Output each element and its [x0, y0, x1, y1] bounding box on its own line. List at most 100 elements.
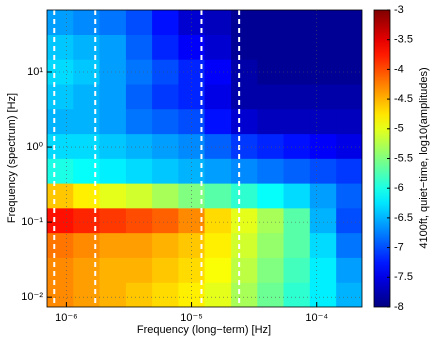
colorbar-tick-label: -4.5: [394, 93, 413, 105]
y-tick-label: 10⁰: [26, 141, 43, 153]
heatmap-cell: [309, 108, 337, 135]
heatmap-cell: [99, 108, 127, 135]
heatmap-cell: [125, 232, 153, 258]
x-tick-label: 10⁻⁵: [180, 312, 203, 324]
heatmap-cell: [283, 10, 311, 35]
heatmap-cell: [231, 34, 258, 60]
heatmap-cell: [47, 183, 74, 209]
heatmap-cell: [204, 257, 232, 283]
y-tick-label: 10¹: [27, 66, 43, 78]
heatmap-cell: [309, 232, 337, 258]
heatmap-cell: [47, 282, 74, 307]
heatmap-cell: [257, 257, 285, 283]
plot-frame: [46, 9, 363, 308]
heatmap-cell: [309, 158, 337, 184]
heatmap-cell: [283, 84, 311, 110]
heatmap-cell: [257, 158, 285, 184]
heatmap-cell: [336, 183, 362, 209]
heatmap-cell: [73, 282, 101, 307]
heatmap-cell: [283, 183, 311, 209]
heatmap-cell: [47, 108, 74, 135]
heatmap-cell: [257, 84, 285, 110]
heatmap-cell: [152, 59, 179, 85]
heatmap-cell: [99, 133, 127, 159]
heatmap-cell: [125, 108, 153, 135]
heatmap-cell: [99, 59, 127, 85]
heatmap-cell: [283, 108, 311, 135]
heatmap-cell: [73, 59, 101, 85]
colorbar-tick-label: -6.5: [394, 212, 413, 224]
heatmap-cell: [309, 183, 337, 209]
heatmap-cell: [257, 10, 285, 35]
colorbar-tick-label: -8: [394, 301, 404, 313]
heatmap-cell: [204, 282, 232, 307]
heatmap-cell: [125, 10, 153, 35]
heatmap-cell: [309, 10, 337, 35]
x-tick-label: 10⁻⁶: [55, 312, 78, 324]
heatmap-cell: [204, 207, 232, 234]
heatmap-cell: [309, 282, 337, 307]
heatmap-cell: [152, 183, 179, 209]
heatmap-cell: [152, 133, 179, 159]
heatmap-cell: [257, 133, 285, 159]
heatmap-cell: [309, 84, 337, 110]
heatmap-cell: [152, 257, 179, 283]
heatmap-cell: [283, 257, 311, 283]
heatmap-cell: [47, 257, 74, 283]
heatmap-cell: [125, 282, 153, 307]
heatmap-cell: [257, 183, 285, 209]
heatmap-cell: [152, 108, 179, 135]
colorbar-label: 4100ft, quiet−time, log10(amplitudes): [418, 67, 430, 248]
heatmap-cell: [257, 108, 285, 135]
heatmap-cell: [231, 207, 258, 234]
heatmap-cell: [257, 34, 285, 60]
x-tick-label: 10⁻⁴: [305, 312, 328, 324]
heatmap-cell: [47, 158, 74, 184]
heatmap-cell: [231, 10, 258, 35]
heatmap-cell: [73, 257, 101, 283]
heatmap-cell: [283, 158, 311, 184]
heatmap-cell: [257, 59, 285, 85]
heatmap-cell: [73, 84, 101, 110]
heatmap-cell: [99, 84, 127, 110]
heatmap-cell: [283, 232, 311, 258]
heatmap-cell: [336, 158, 362, 184]
heatmap-cell: [152, 282, 179, 307]
heatmap-cell: [231, 232, 258, 258]
colorbar-tick-label: -3.5: [394, 34, 413, 46]
heatmap-cell: [257, 232, 285, 258]
heatmap-cell: [231, 257, 258, 283]
heatmap-cell: [231, 158, 258, 184]
heatmap-cell: [231, 133, 258, 159]
heatmap-cell: [152, 10, 179, 35]
heatmap-cell: [204, 34, 232, 60]
heatmap-cell: [336, 84, 362, 110]
heatmap-cell: [309, 34, 337, 60]
heatmap-cell: [204, 158, 232, 184]
heatmap-cell: [125, 84, 153, 110]
heatmap-cell: [283, 133, 311, 159]
heatmap-cell: [257, 282, 285, 307]
heatmap-cell: [336, 10, 362, 35]
y-axis-label: Frequency (spectrum) [Hz]: [6, 93, 18, 223]
heatmap-cell: [99, 207, 127, 234]
heatmap-cell: [99, 232, 127, 258]
heatmap-cell: [99, 183, 127, 209]
colorbar-tick-label: -3: [394, 4, 404, 16]
y-tick-label: 10⁻²: [21, 291, 43, 303]
heatmap-cell: [125, 207, 153, 234]
heatmap-cell: [309, 257, 337, 283]
heatmap-cell: [47, 84, 74, 110]
heatmap-cell: [309, 207, 337, 234]
heatmap-cell: [336, 34, 362, 60]
heatmap-cell: [309, 133, 337, 159]
heatmap-cell: [47, 207, 74, 234]
heatmap-cell: [204, 10, 232, 35]
heatmap-cell: [152, 34, 179, 60]
heatmap-cell: [125, 158, 153, 184]
heatmap-cell: [283, 207, 311, 234]
heatmap-cell: [152, 207, 179, 234]
colorbar-tick-label: -7.5: [394, 271, 413, 283]
heatmap-cell: [47, 133, 74, 159]
